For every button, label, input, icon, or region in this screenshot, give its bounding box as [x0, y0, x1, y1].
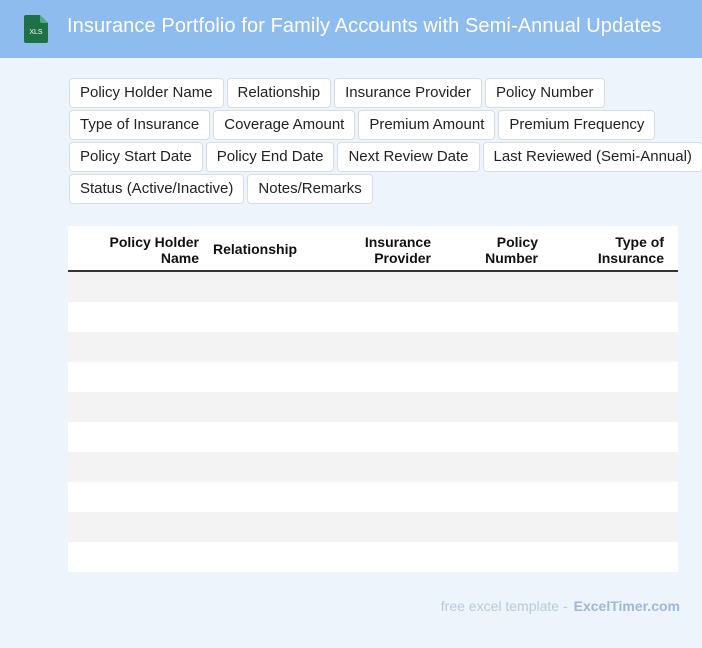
field-chip: Last Reviewed (Semi-Annual) [482, 142, 702, 172]
column-header-policy-number: Policy Number [485, 234, 538, 266]
table-header: Policy Holder Name Relationship Insuranc… [68, 226, 678, 272]
field-row: Type of Insurance Coverage Amount Premiu… [69, 110, 694, 140]
table-row[interactable] [68, 422, 678, 452]
field-chip: Policy Start Date [69, 142, 203, 172]
data-table: Policy Holder Name Relationship Insuranc… [68, 226, 678, 572]
field-row: Policy Holder Name Relationship Insuranc… [69, 78, 694, 108]
field-chip: Status (Active/Inactive) [69, 174, 245, 204]
footer-credit: free excel template - ExcelTimer.com [441, 598, 680, 614]
table-row[interactable] [68, 362, 678, 392]
field-chip: Insurance Provider [334, 78, 483, 108]
table-row[interactable] [68, 272, 678, 302]
field-chip: Type of Insurance [69, 110, 211, 140]
table-row[interactable] [68, 482, 678, 512]
field-chip: Policy End Date [205, 142, 335, 172]
footer-brand-link[interactable]: ExcelTimer.com [573, 598, 680, 614]
table-row[interactable] [68, 542, 678, 572]
excel-icon-label: XLS [29, 29, 43, 36]
field-row: Policy Start Date Policy End Date Next R… [69, 142, 702, 172]
field-row: Status (Active/Inactive) Notes/Remarks [69, 174, 694, 204]
field-chip: Premium Frequency [498, 110, 656, 140]
column-header-insurance-provider: Insurance Provider [364, 234, 431, 266]
column-header-type-of-insurance: Type of Insurance [597, 234, 664, 266]
field-chip: Coverage Amount [213, 110, 356, 140]
field-chip: Relationship [226, 78, 332, 108]
table-row[interactable] [68, 302, 678, 332]
table-row[interactable] [68, 512, 678, 542]
field-chip: Notes/Remarks [247, 174, 373, 204]
field-chip: Premium Amount [358, 110, 496, 140]
field-chip: Next Review Date [337, 142, 480, 172]
field-chip: Policy Number [485, 78, 605, 108]
field-chip: Policy Holder Name [69, 78, 224, 108]
excel-file-icon: XLS [24, 15, 48, 43]
table-row[interactable] [68, 332, 678, 362]
page-title: Insurance Portfolio for Family Accounts … [67, 15, 662, 37]
field-list: Policy Holder Name Relationship Insuranc… [69, 78, 702, 206]
table-row[interactable] [68, 392, 678, 422]
column-header-policy-holder-name: Policy Holder Name [109, 234, 199, 266]
column-header-relationship: Relationship [213, 241, 298, 257]
title-bar: XLS Insurance Portfolio for Family Accou… [0, 0, 702, 58]
footer-text: free excel template - [440, 598, 568, 614]
table-row[interactable] [68, 452, 678, 482]
